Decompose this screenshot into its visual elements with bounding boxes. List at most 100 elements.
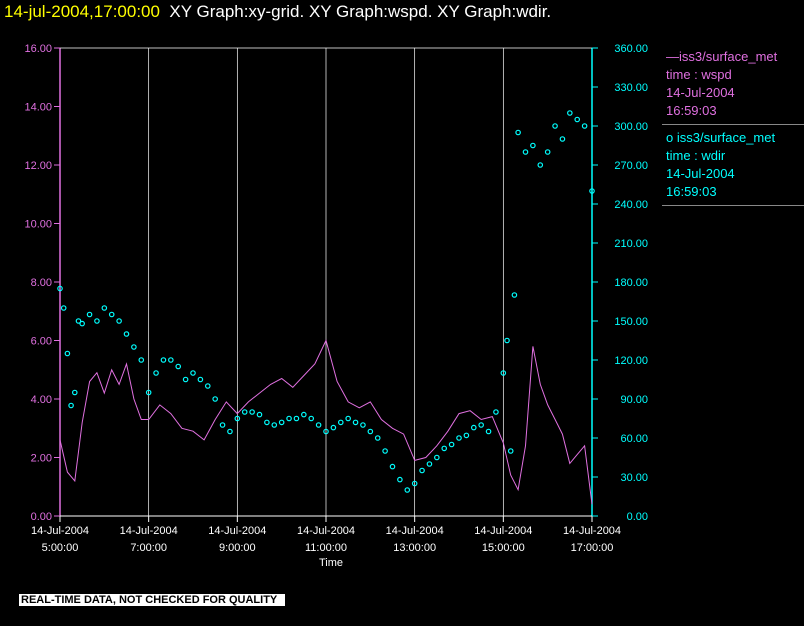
legend-source: iss3/surface_met (679, 49, 778, 64)
wdir-point (374, 435, 381, 441)
x-tick-date: 14-Jul-2004 (120, 525, 178, 537)
x-tick-date: 14-Jul-2004 (386, 525, 444, 537)
wdir-point (145, 389, 152, 396)
left-tick-label: 14.00 (24, 102, 52, 114)
wdir-point (552, 123, 558, 129)
right-tick-label: 0.00 (627, 511, 648, 523)
wdir-point (567, 110, 573, 116)
chart-title: 14-jul-2004,17:00:00 XY Graph:xy-grid. X… (4, 2, 551, 22)
wdir-point (131, 344, 137, 350)
wdir-point (123, 331, 130, 337)
right-tick-label: 270.00 (614, 160, 648, 172)
wspd-line (59, 339, 593, 505)
wspd-series (59, 339, 593, 505)
wdir-point (419, 467, 425, 474)
wdir-point (485, 428, 492, 435)
wdir-point (116, 318, 122, 324)
right-tick-label: 210.00 (614, 238, 648, 250)
wdir-point (293, 415, 300, 422)
wdir-point (234, 415, 241, 422)
legend-source: iss3/surface_met (676, 130, 776, 145)
x-tick-time: 9:00:00 (219, 542, 256, 554)
wdir-point (256, 411, 263, 418)
right-tick-label: 60.00 (620, 433, 648, 445)
wdir-point (249, 409, 255, 415)
wdir-point (345, 415, 351, 422)
left-tick-label: 2.00 (31, 453, 52, 465)
legend-date: 14-Jul-2004 (666, 166, 735, 181)
wdir-point (544, 149, 551, 155)
wdir-point (581, 123, 588, 129)
left-tick-label: 12.00 (24, 160, 52, 172)
wdir-point (60, 305, 67, 311)
wdir-point (504, 337, 510, 344)
wdir-point (94, 318, 100, 324)
wdir-point (360, 422, 366, 428)
wdir-point (108, 311, 115, 318)
wdir-point (71, 389, 78, 396)
wdir-point (278, 419, 285, 426)
wdir-point (404, 487, 411, 493)
wdir-point (219, 422, 226, 428)
wdir-point (204, 383, 211, 389)
left-tick-label: 16.00 (24, 43, 52, 55)
right-y-axis-ticks: 0.00 30.00 60.00 90.00 120.00 150.00 180.00 210… (592, 43, 648, 523)
x-tick-time: 15:00:00 (482, 542, 525, 554)
legend: —iss3/surface_met time : wspd 14-Jul-200… (662, 44, 804, 206)
wdir-point (264, 419, 270, 426)
right-tick-label: 150.00 (614, 316, 648, 328)
wdir-point (337, 419, 344, 426)
wdir-point (323, 428, 329, 435)
wdir-point (190, 370, 196, 376)
legend-variable: time : wdir (666, 148, 726, 163)
wdir-point (589, 188, 595, 194)
x-tick-date: 14-Jul-2004 (208, 525, 266, 537)
right-tick-label: 120.00 (614, 355, 648, 367)
wdir-point (153, 370, 159, 376)
wdir-point (493, 409, 499, 415)
wdir-point (537, 162, 544, 168)
left-tick-label: 6.00 (31, 336, 52, 348)
wdir-point (271, 422, 278, 428)
left-y-axis-ticks: 0.00 2.00 4.00 6.00 8.00 10.00 12.00 14.00 16.00 (24, 43, 60, 523)
wdir-point (426, 461, 433, 467)
wdir-point (463, 432, 470, 439)
wdir-point (382, 448, 388, 454)
wdir-point (559, 136, 566, 142)
wdir-point (389, 463, 396, 470)
wdir-point (352, 419, 359, 426)
graph-names-label: XY Graph:xy-grid. XY Graph:wspd. XY Grap… (169, 2, 552, 21)
left-tick-label: 10.00 (24, 219, 52, 231)
x-axis-ticks: 14-Jul-2004 5:00:00 14-Jul-2004 7:00:00 14-J… (31, 516, 621, 554)
wdir-point (308, 415, 315, 422)
wdir-point (168, 357, 174, 363)
wdir-point (522, 149, 529, 155)
legend-entry-wdir: o iss3/surface_met time : wdir 14-Jul-20… (662, 125, 804, 206)
right-tick-label: 180.00 (614, 277, 648, 289)
x-tick-time: 11:00:00 (305, 542, 347, 554)
left-tick-label: 4.00 (31, 394, 52, 406)
legend-entry-wspd: —iss3/surface_met time : wspd 14-Jul-200… (662, 44, 804, 125)
left-tick-label: 0.00 (31, 511, 52, 523)
wdir-point (507, 448, 514, 454)
wdir-point (500, 370, 507, 376)
wdir-point (212, 396, 218, 402)
x-tick-time: 13:00:00 (393, 542, 436, 554)
wdir-point (434, 454, 440, 461)
wdir-point (456, 435, 462, 441)
wdir-point (330, 424, 337, 431)
x-tick-date: 14-Jul-2004 (474, 525, 532, 537)
wdir-point (241, 409, 248, 415)
wdir-point (441, 445, 448, 452)
legend-variable: time : wspd (666, 67, 732, 82)
x-tick-time: 17:00:00 (571, 542, 614, 554)
wdir-point (286, 415, 292, 422)
wdir-point (160, 357, 167, 363)
wdir-point (315, 422, 322, 428)
wdir-point (515, 129, 521, 136)
grid-lines (148, 48, 504, 516)
x-axis-label: Time (319, 557, 343, 569)
wdir-point (397, 476, 403, 483)
wdir-point (367, 428, 374, 435)
